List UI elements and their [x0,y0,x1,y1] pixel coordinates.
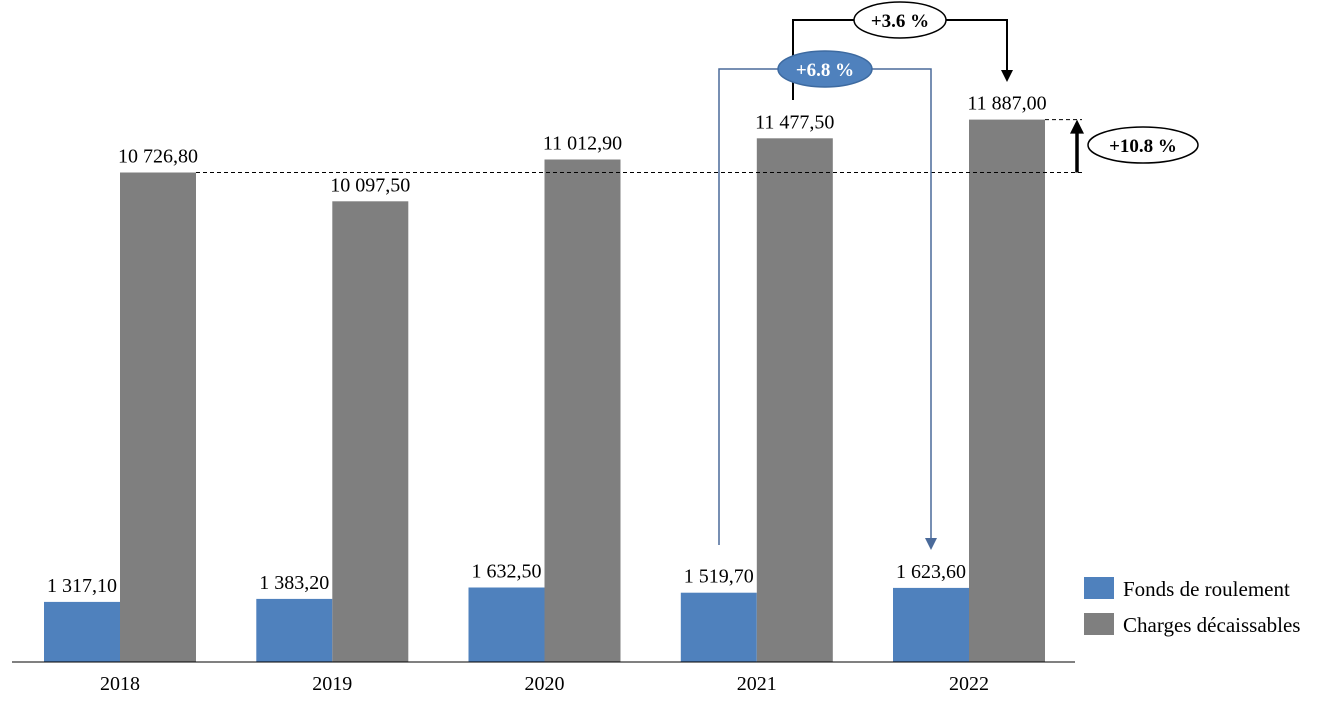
data-label-fonds-2021: 1 519,70 [684,566,754,588]
bar-charges-2019 [332,201,409,663]
legend-swatch-charges [1084,613,1114,635]
annotation-ellipse-fonds-growth [777,50,873,88]
data-label-charges-2018: 10 726,80 [118,146,198,168]
annotation-charges-growth: +3.6 % [871,11,929,32]
data-label-charges-2020: 11 012,90 [543,133,622,155]
x-tick-label-2021: 2021 [737,673,777,695]
bar-charges-2018 [120,172,196,662]
bar-fonds-2022 [893,587,969,662]
bar-fonds-2021 [680,592,757,662]
annotations: +10.8 % +3.6 % +6.8 % [196,1,1199,550]
legend-swatch-fonds [1084,577,1114,599]
bar-charges-2022 [969,119,1045,663]
value-labels-layer: 1 317,10 10 726,80 1 383,20 10 097,50 1 632,… [47,93,1047,597]
x-axis-tick-labels: 2018 2019 2020 2021 2022 [100,673,989,695]
bar-charges-2020 [544,159,621,662]
bar-fonds-2019 [256,598,333,662]
arrow-down-blue-icon [925,538,937,550]
bar-charges-2021 [756,138,833,663]
arrow-down-icon [1001,70,1013,82]
legend-label-fonds: Fonds de roulement [1123,577,1290,601]
data-label-fonds-2019: 1 383,20 [259,572,329,594]
annotation-fonds-growth: +6.8 % [796,60,854,81]
data-label-charges-2022: 11 887,00 [967,93,1046,115]
data-label-charges-2021: 11 477,50 [755,111,834,133]
x-tick-label-2022: 2022 [949,673,989,695]
bars-layer [44,119,1045,663]
data-label-charges-2019: 10 097,50 [330,174,410,196]
bar-fonds-2018 [44,601,120,662]
data-label-fonds-2022: 1 623,60 [896,561,966,583]
annotation-ellipse-total-growth [1087,126,1199,164]
x-tick-label-2018: 2018 [100,673,140,695]
annotation-total-growth: +10.8 % [1109,136,1177,157]
bar-fonds-2020 [468,587,545,662]
x-tick-label-2019: 2019 [312,673,352,695]
legend-label-charges: Charges décaissables [1123,613,1300,637]
data-label-fonds-2020: 1 632,50 [472,561,542,583]
legend: Fonds de roulement Charges décaissables [1084,577,1300,637]
x-tick-label-2020: 2020 [525,673,565,695]
annotation-ellipse-charges-growth [853,1,947,39]
growth-arrow-up-icon [1070,119,1084,134]
data-label-fonds-2018: 1 317,10 [47,575,117,597]
